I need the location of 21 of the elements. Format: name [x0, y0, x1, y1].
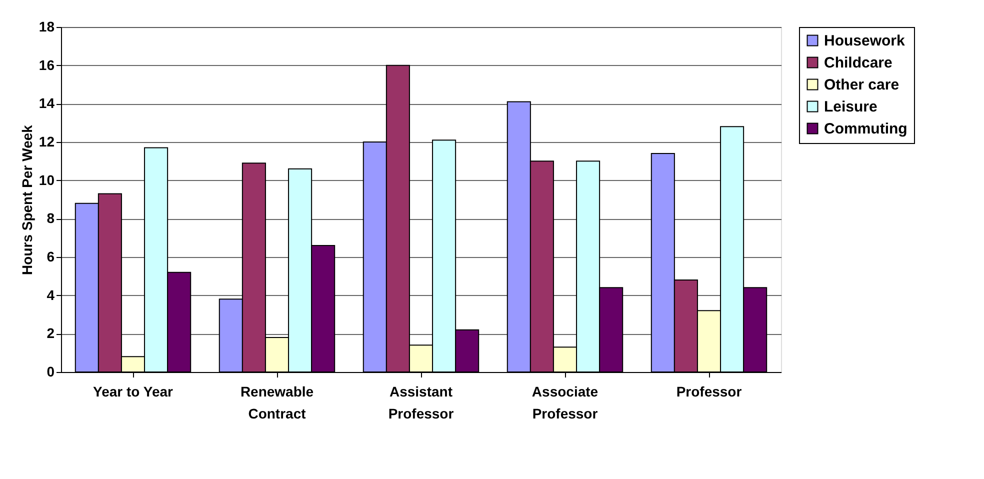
y-tick-label: 10 [38, 172, 55, 188]
y-tick-label: 8 [46, 210, 55, 226]
legend-label: Childcare [824, 54, 892, 72]
legend-label: Leisure [824, 98, 878, 116]
y-tick-label: 12 [38, 134, 55, 150]
x-tick-label: Renewable Contract [240, 384, 314, 422]
y-axis-title: Hours Spent Per Week [18, 124, 35, 275]
x-tick-label: Associate Professor [532, 384, 598, 422]
x-tick-label: Assistant Professor [388, 384, 454, 422]
y-tick-label: 14 [38, 95, 55, 112]
y-tick-label: 18 [38, 18, 55, 34]
y-tick-label: 2 [46, 325, 55, 342]
x-tick-label: Year to Year [93, 384, 174, 400]
legend-label: Other care [824, 76, 900, 94]
y-tick-label: 6 [46, 248, 55, 264]
legend-label: Commuting [824, 120, 908, 138]
legend-label: Housework [824, 32, 906, 50]
y-tick-label: 4 [46, 286, 55, 303]
x-tick-label: Professor [676, 384, 742, 400]
y-tick-label: 16 [38, 56, 55, 73]
y-tick-label: 0 [46, 364, 55, 380]
